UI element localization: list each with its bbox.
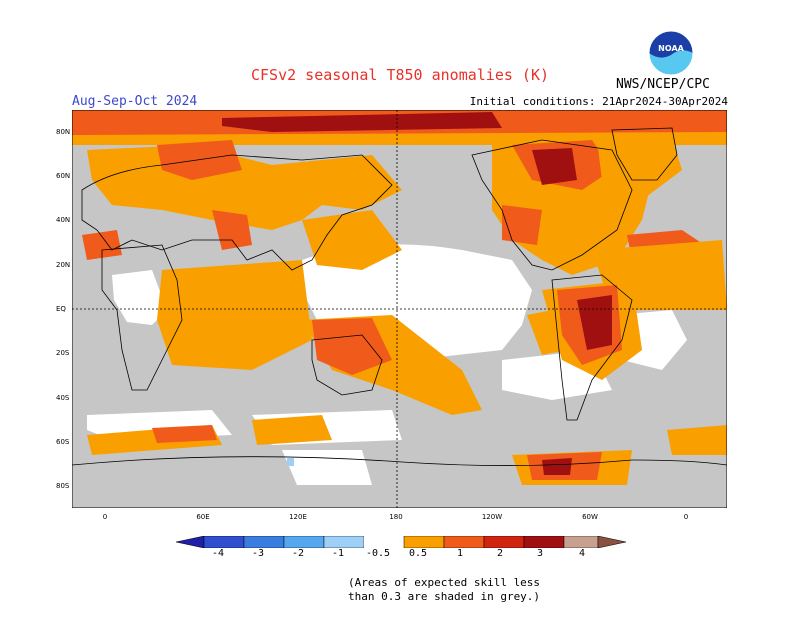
colorbar-label: 1 <box>456 548 464 559</box>
colorbar <box>176 536 626 548</box>
neutral-antarctic <box>282 450 372 485</box>
south-america-coast <box>551 274 633 421</box>
colorbar-label: 3 <box>536 548 544 559</box>
colorbar-swatch <box>443 536 485 548</box>
colorbar-label: -0.5 <box>365 548 391 559</box>
colorbar-swatch <box>597 536 626 548</box>
antarctica-coast <box>72 456 727 466</box>
colorbar-swatch <box>523 536 565 548</box>
lat-label: 80S <box>56 482 70 490</box>
colorbar-swatch <box>203 536 245 548</box>
skill-note-line: (Areas of expected skill less <box>348 576 541 589</box>
southern-ocean-warm-2 <box>252 415 332 445</box>
neutral-africa <box>112 270 167 325</box>
colorbar-label: -4 <box>211 548 225 559</box>
logo-text: NOAA <box>658 44 684 53</box>
eurasia-coast <box>81 154 393 271</box>
colorbar-label: -3 <box>251 548 265 559</box>
lat-label: 40N <box>56 216 71 224</box>
colorbar-swatch <box>323 536 365 548</box>
colorbar-label: -2 <box>291 548 305 559</box>
us-strong <box>502 205 542 245</box>
lat-label: 20S <box>56 349 70 357</box>
colorbar-label: 2 <box>496 548 504 559</box>
southern-ocean-strong-1 <box>152 425 217 443</box>
map-title: CFSv2 seasonal T850 anomalies (K) <box>250 66 549 84</box>
indian-ocean-warm <box>157 260 312 370</box>
colorbar-label: 0.5 <box>408 548 428 559</box>
australia-coast <box>311 334 383 396</box>
lon-label: 60W <box>582 513 598 521</box>
lat-label: 40S <box>56 394 70 402</box>
season-label: Aug-Sep-Oct 2024 <box>72 94 198 109</box>
colorbar-swatch <box>176 536 205 548</box>
initial-conditions: Initial conditions: 21Apr2024-30Apr2024 <box>469 95 728 108</box>
lat-label: 80N <box>56 128 71 136</box>
lat-label: 60S <box>56 438 70 446</box>
coastlines <box>72 127 727 466</box>
agency-label: NWS/NCEP/CPC <box>616 77 710 92</box>
colorbar-swatch <box>563 536 599 548</box>
colorbar-swatch <box>283 536 325 548</box>
skill-note-line: than 0.3 are shaded in grey.) <box>348 590 541 603</box>
colorbar-swatch <box>243 536 285 548</box>
colorbar-swatch <box>403 536 445 548</box>
lat-label: EQ <box>56 305 66 313</box>
antarctic-peninsula-very-strong <box>542 458 572 475</box>
arctic-very-strong <box>222 112 502 132</box>
map-canvas <box>72 110 727 508</box>
lon-label: 120W <box>481 513 503 521</box>
lon-label: 0 <box>102 513 108 521</box>
lon-label: 0 <box>683 513 689 521</box>
skill-note: (Areas of expected skill less than 0.3 a… <box>348 576 540 604</box>
lat-label: 60N <box>56 172 71 180</box>
lon-label: 60E <box>196 513 210 521</box>
australia-strong <box>312 318 392 375</box>
colorbar-label: 4 <box>578 548 586 559</box>
colorbar-swatch <box>483 536 525 548</box>
greenland-coast <box>611 127 678 181</box>
lat-label: 20N <box>56 261 71 269</box>
colorbar-swatch <box>364 536 404 548</box>
lon-label: 180 <box>389 513 403 521</box>
canada-very-strong <box>532 148 577 185</box>
anomaly-map <box>72 110 727 508</box>
mediterranean-strong <box>82 230 122 260</box>
north-america-coast <box>471 139 633 271</box>
noaa-logo-icon: NOAA <box>648 30 694 76</box>
weak-cold-patch <box>287 458 294 466</box>
east-pacific-warm <box>527 310 567 355</box>
colorbar-label: -1 <box>331 548 345 559</box>
western-pacific-warm <box>302 210 402 270</box>
lon-label: 120E <box>289 513 307 521</box>
africa-coast <box>101 244 183 391</box>
greenland-warm <box>597 138 682 200</box>
southern-ocean-warm-3 <box>667 425 727 455</box>
